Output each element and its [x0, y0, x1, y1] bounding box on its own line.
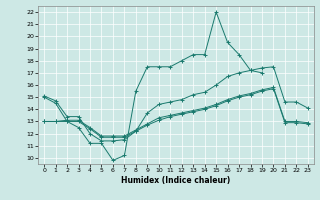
X-axis label: Humidex (Indice chaleur): Humidex (Indice chaleur)	[121, 176, 231, 185]
